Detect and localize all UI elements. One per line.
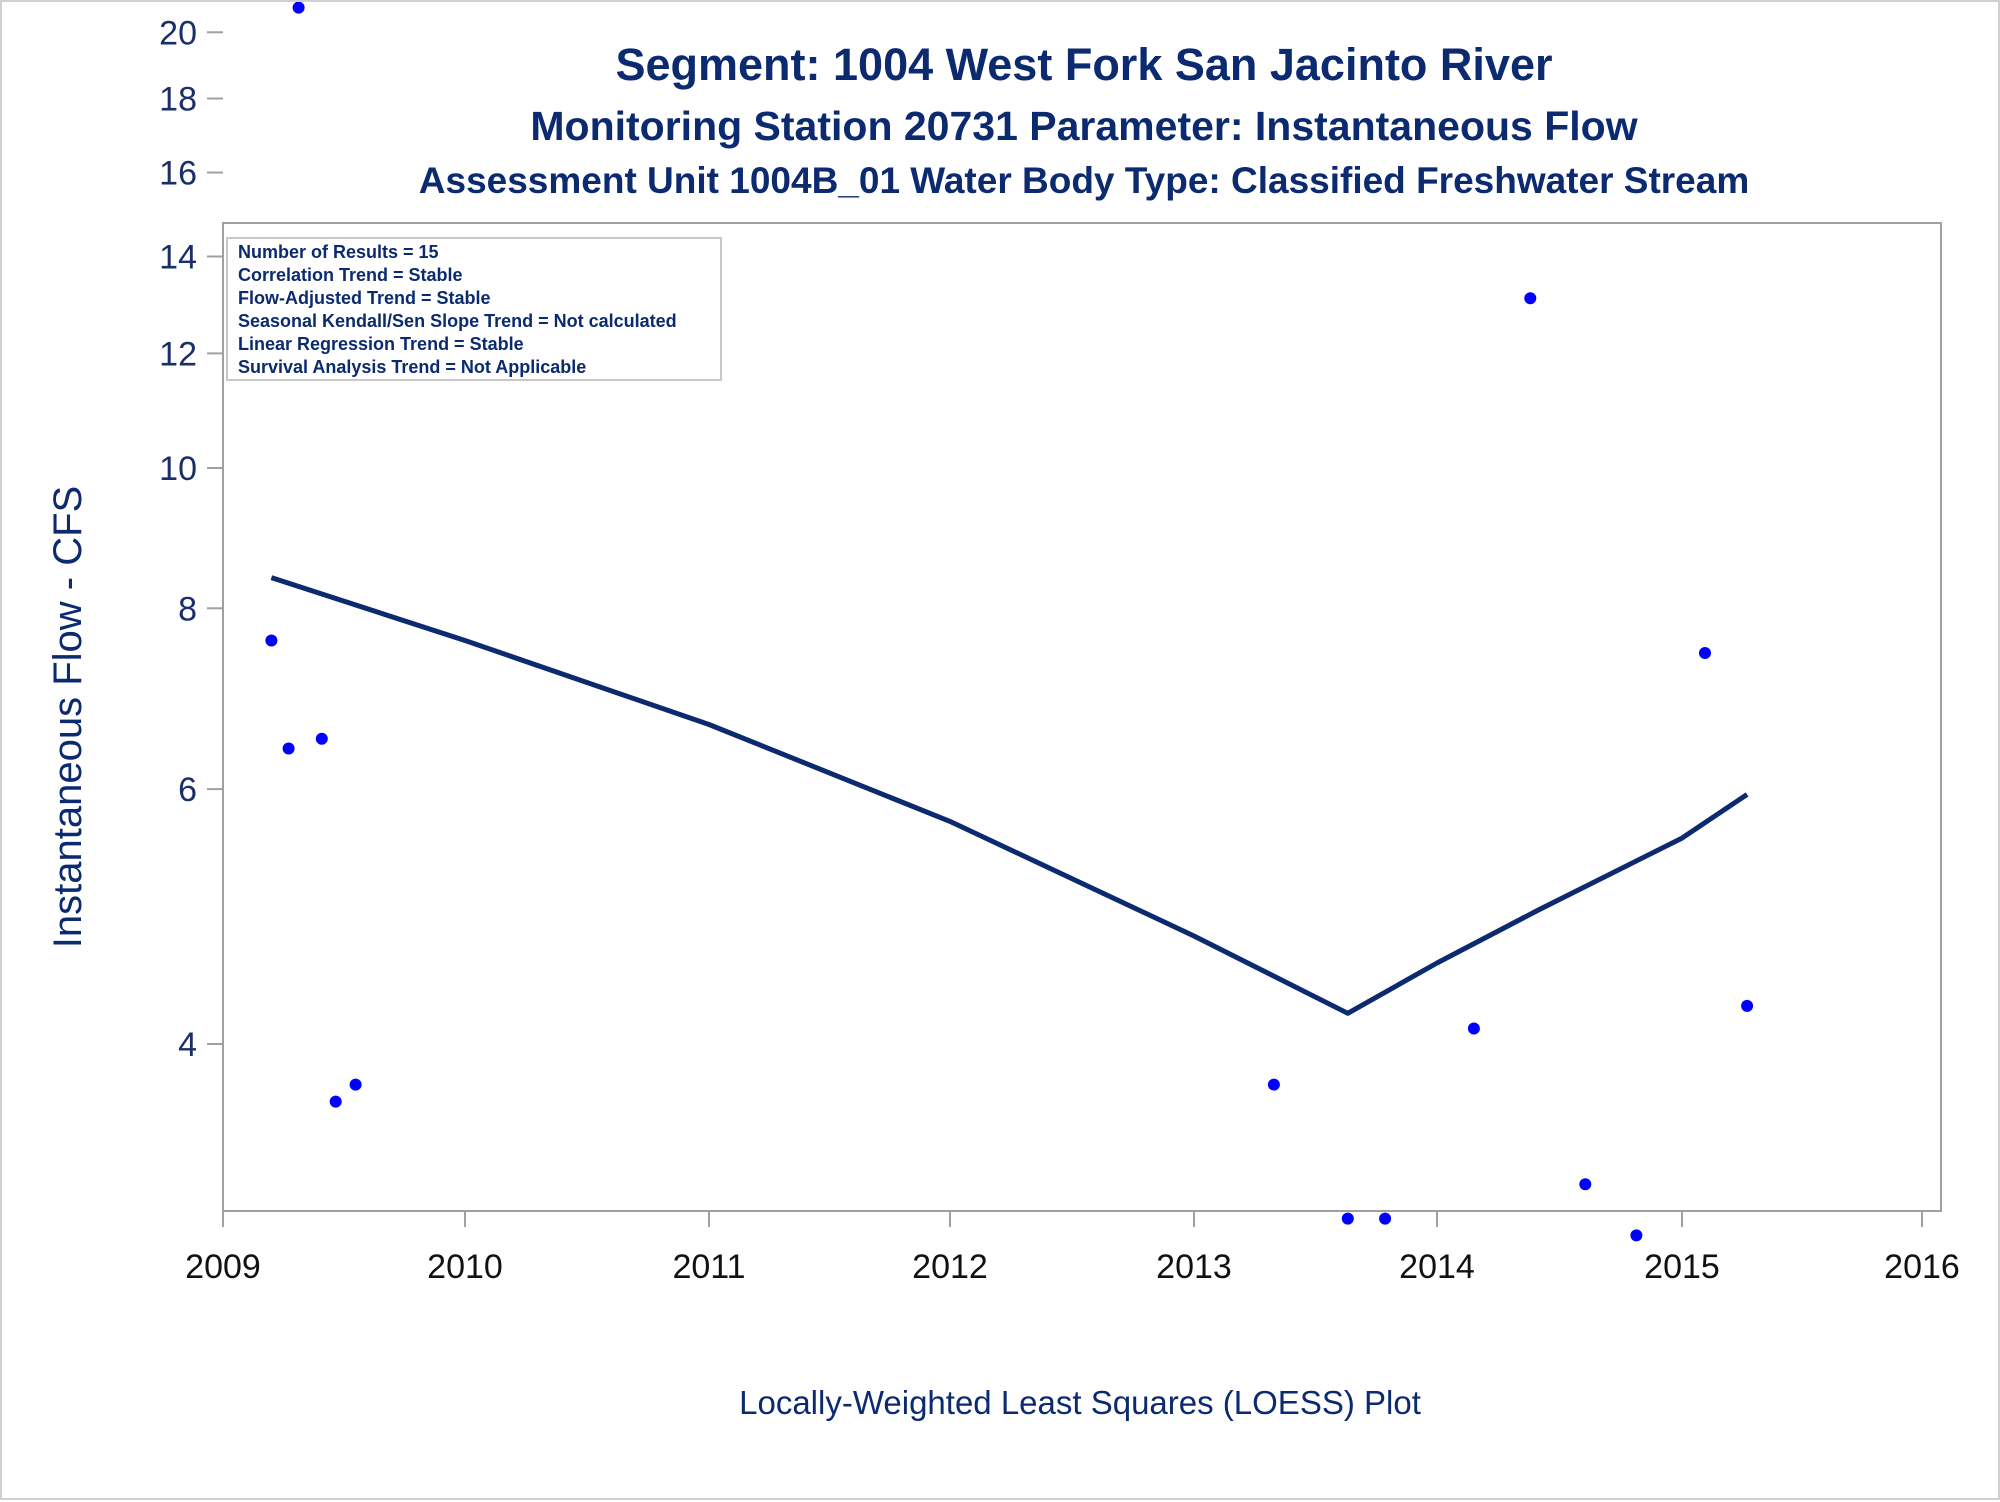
stats-correlation-trend: Correlation Trend = Stable <box>238 265 463 285</box>
chart-title: Segment: 1004 West Fork San Jacinto Rive… <box>615 39 1552 90</box>
loess-line <box>270 575 1749 1016</box>
plot-area <box>222 222 1942 1212</box>
chart-subtitle-station: Monitoring Station 20731 Parameter: Inst… <box>530 103 1637 149</box>
x-tick-label: 2010 <box>427 1248 503 1286</box>
x-tick-label: 2009 <box>185 1248 261 1286</box>
y-tick-label: 10 <box>159 450 197 488</box>
stats-linear-regression-trend: Linear Regression Trend = Stable <box>238 334 524 354</box>
x-tick-label: 2015 <box>1644 1248 1720 1286</box>
data-point <box>1467 1022 1480 1035</box>
x-axis: 2009 2010 2011 2012 2013 2014 2015 2016 <box>185 1211 1960 1286</box>
x-tick-label: 2011 <box>672 1248 745 1286</box>
data-point <box>265 634 278 647</box>
y-tick-label: 6 <box>178 771 197 809</box>
stats-number-of-results: Number of Results = 15 <box>238 242 439 262</box>
scatter-series <box>265 2 1754 1242</box>
y-tick-label: 20 <box>159 14 197 52</box>
stats-seasonal-kendall-trend: Seasonal Kendall/Sen Slope Trend = Not c… <box>238 311 677 331</box>
data-point <box>1579 1178 1592 1191</box>
loess-series <box>270 575 1749 1016</box>
y-tick-label: 18 <box>159 81 197 119</box>
y-tick-label: 8 <box>178 590 197 628</box>
y-axis-label: Instantaneous Flow - CFS <box>46 486 90 948</box>
y-tick-label: 14 <box>159 238 197 276</box>
y-tick-label: 12 <box>159 335 197 373</box>
x-tick-label: 2014 <box>1399 1248 1475 1286</box>
data-point <box>292 2 305 14</box>
data-point <box>282 742 295 755</box>
stats-box: Number of Results = 15 Correlation Trend… <box>226 237 722 381</box>
plot-footnote: Locally-Weighted Least Squares (LOESS) P… <box>739 1384 1421 1421</box>
data-point <box>329 1095 342 1108</box>
data-point <box>1699 647 1711 659</box>
data-point <box>1379 1212 1392 1225</box>
x-tick-label: 2013 <box>1156 1248 1232 1286</box>
y-tick-label: 16 <box>159 155 197 193</box>
data-point <box>1341 1212 1354 1225</box>
data-point <box>1741 999 1754 1012</box>
stats-flow-adjusted-trend: Flow-Adjusted Trend = Stable <box>238 288 491 308</box>
data-point <box>349 1078 362 1091</box>
stats-survival-analysis-trend: Survival Analysis Trend = Not Applicable <box>238 357 586 377</box>
chart-subtitle-assessment: Assessment Unit 1004B_01 Water Body Type… <box>419 160 1749 201</box>
data-point <box>315 732 328 745</box>
y-tick-label: 4 <box>178 1026 197 1064</box>
data-point <box>1267 1078 1280 1091</box>
data-point <box>1630 1229 1643 1242</box>
x-tick-label: 2012 <box>912 1248 988 1286</box>
data-point <box>1524 292 1537 305</box>
x-tick-label: 2016 <box>1884 1248 1960 1286</box>
y-axis: 4 6 8 10 12 14 16 18 20 <box>159 14 223 1064</box>
stats-box-border <box>226 237 722 381</box>
